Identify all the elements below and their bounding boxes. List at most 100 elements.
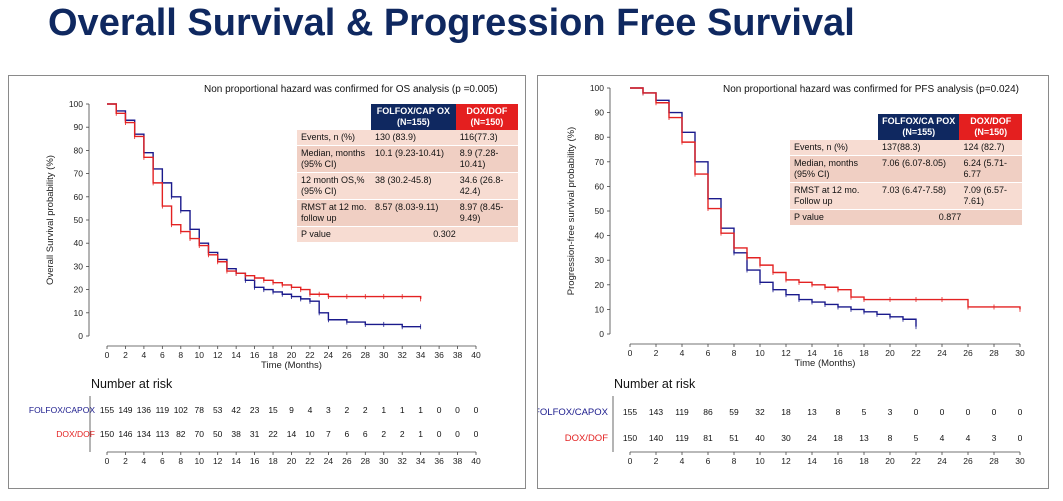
pfs-y-tick-label: 20 [595,280,605,290]
pfs-row-label: Median, months (95% CI) [790,156,878,183]
pfs-risk-num-dox: 81 [703,433,713,443]
pfs-y-axis-title: Progression-free survival probability (%… [566,127,577,295]
os-risk-num-dox: 1 [418,429,423,439]
os-risk-num-folfox: 149 [118,405,132,415]
os-risk-num-dox: 134 [137,429,151,439]
os-stats-table: FOLFOX/CAP OX (N=155) DOX/DOF (N=150) Ev… [297,104,518,243]
os-y-tick-label: 30 [74,261,84,271]
os-risk-num-folfox: 1 [381,405,386,415]
os-y-tick-label: 10 [74,308,84,318]
pfs-risk-tick-label: 20 [885,456,895,466]
os-risk-num-dox: 150 [100,429,114,439]
pfs-risk-tick-label: 4 [680,456,685,466]
pfs-risk-num-dox: 51 [729,433,739,443]
os-risk-tick-label: 28 [361,456,371,466]
os-row-label: RMST at 12 mo. follow up [297,200,371,227]
os-risk-num-dox: 2 [400,429,405,439]
os-risk-num-dox: 70 [195,429,205,439]
pfs-risk-num-folfox: 32 [755,407,765,417]
os-risk-num-folfox: 0 [455,405,460,415]
os-risk-num-dox: 22 [268,429,278,439]
os-hazard-note: Non proportional hazard was confirmed fo… [204,84,498,95]
os-risk-num-folfox: 3 [326,405,331,415]
pfs-x-tick-label: 10 [755,348,765,358]
pfs-y-tick-label: 100 [590,83,604,93]
os-risk-num-folfox: 2 [363,405,368,415]
os-x-tick-label: 34 [416,350,426,360]
pfs-x-tick-label: 8 [732,348,737,358]
pfs-stats-table: FOLFOX/CA POX (N=155) DOX/DOF (N=150) Ev… [790,114,1022,226]
pfs-risk-num-dox: 8 [888,433,893,443]
pfs-risk-num-folfox: 0 [914,407,919,417]
pfs-risk-num-dox: 30 [781,433,791,443]
pfs-x-tick-label: 30 [1015,348,1025,358]
pfs-risk-num-folfox: 13 [807,407,817,417]
os-row-label: Median, months (95% CI) [297,146,371,173]
pfs-risk-num-folfox: 143 [649,407,663,417]
pfs-risk-title: Number at risk [614,377,696,391]
os-x-tick-label: 8 [178,350,183,360]
os-panel: Non proportional hazard was confirmed fo… [8,75,526,489]
os-risk-num-dox: 10 [305,429,315,439]
pfs-x-tick-label: 6 [706,348,711,358]
pfs-chart: Non proportional hazard was confirmed fo… [538,83,1025,466]
pfs-risk-tick-label: 18 [859,456,869,466]
pfs-x-tick-label: 0 [628,348,633,358]
os-y-tick-label: 70 [74,169,84,179]
pfs-risk-tick-label: 6 [706,456,711,466]
os-risk-num-folfox: 53 [213,405,223,415]
os-risk-num-dox: 113 [156,429,170,439]
os-x-tick-label: 28 [361,350,371,360]
os-risk-label-dox: DOX/DOF [56,429,95,439]
pfs-col-dox: DOX/DOF (N=150) [959,114,1022,140]
os-risk-tick-label: 0 [105,456,110,466]
pfs-risk-tick-label: 14 [807,456,817,466]
os-y-tick-label: 40 [74,238,84,248]
pfs-risk-tick-label: 10 [755,456,765,466]
os-risk-tick-label: 20 [287,456,297,466]
os-risk-num-folfox: 23 [250,405,260,415]
pfs-col-folfox: FOLFOX/CA POX (N=155) [878,114,960,140]
os-risk-tick-label: 16 [250,456,260,466]
pfs-y-tick-label: 40 [595,231,605,241]
os-y-axis-title: Overall Survival probability (%) [45,155,56,285]
pfs-risk-num-folfox: 0 [1018,407,1023,417]
os-row-a: 38 (30.2-45.8) [371,173,456,200]
pfs-hazard-note: Non proportional hazard was confirmed fo… [723,84,1019,95]
pfs-risk-num-folfox: 119 [675,407,689,417]
os-y-tick-label: 20 [74,285,84,295]
pfs-pvalue: 0.877 [878,210,1022,226]
pfs-risk-num-dox: 119 [675,433,689,443]
pfs-row-b: 7.09 (6.57-7.61) [959,183,1022,210]
os-risk-tick-label: 34 [416,456,426,466]
os-x-tick-label: 24 [324,350,334,360]
pfs-pvalue-label: P value [790,210,878,226]
os-risk-title: Number at risk [91,377,173,391]
pfs-risk-num-folfox: 5 [862,407,867,417]
pfs-risk-num-dox: 140 [649,433,663,443]
os-y-tick-label: 80 [74,145,84,155]
os-row-b: 8.97 (8.45-9.49) [455,200,518,227]
pfs-risk-tick-label: 30 [1015,456,1025,466]
os-risk-num-folfox: 0 [437,405,442,415]
pfs-risk-num-folfox: 3 [888,407,893,417]
os-risk-tick-label: 10 [195,456,205,466]
os-x-tick-label: 32 [397,350,407,360]
os-risk-num-dox: 6 [363,429,368,439]
pfs-risk-num-dox: 4 [966,433,971,443]
pfs-y-tick-label: 50 [595,206,605,216]
os-y-tick-label: 50 [74,215,84,225]
os-x-tick-label: 22 [305,350,315,360]
os-risk-tick-label: 8 [178,456,183,466]
os-risk-tick-label: 14 [231,456,241,466]
pfs-risk-label-folfox: FOLFOX/CAPOX [538,407,609,418]
os-y-tick-label: 100 [69,99,83,109]
os-curve-dox [107,103,422,299]
os-x-tick-label: 12 [213,350,223,360]
os-x-tick-label: 40 [471,350,481,360]
os-risk-num-dox: 82 [176,429,186,439]
os-risk-num-dox: 38 [231,429,241,439]
pfs-y-tick-label: 70 [595,157,605,167]
os-row-label: 12 month OS,% (95% CI) [297,173,371,200]
os-y-tick-label: 0 [78,331,83,341]
